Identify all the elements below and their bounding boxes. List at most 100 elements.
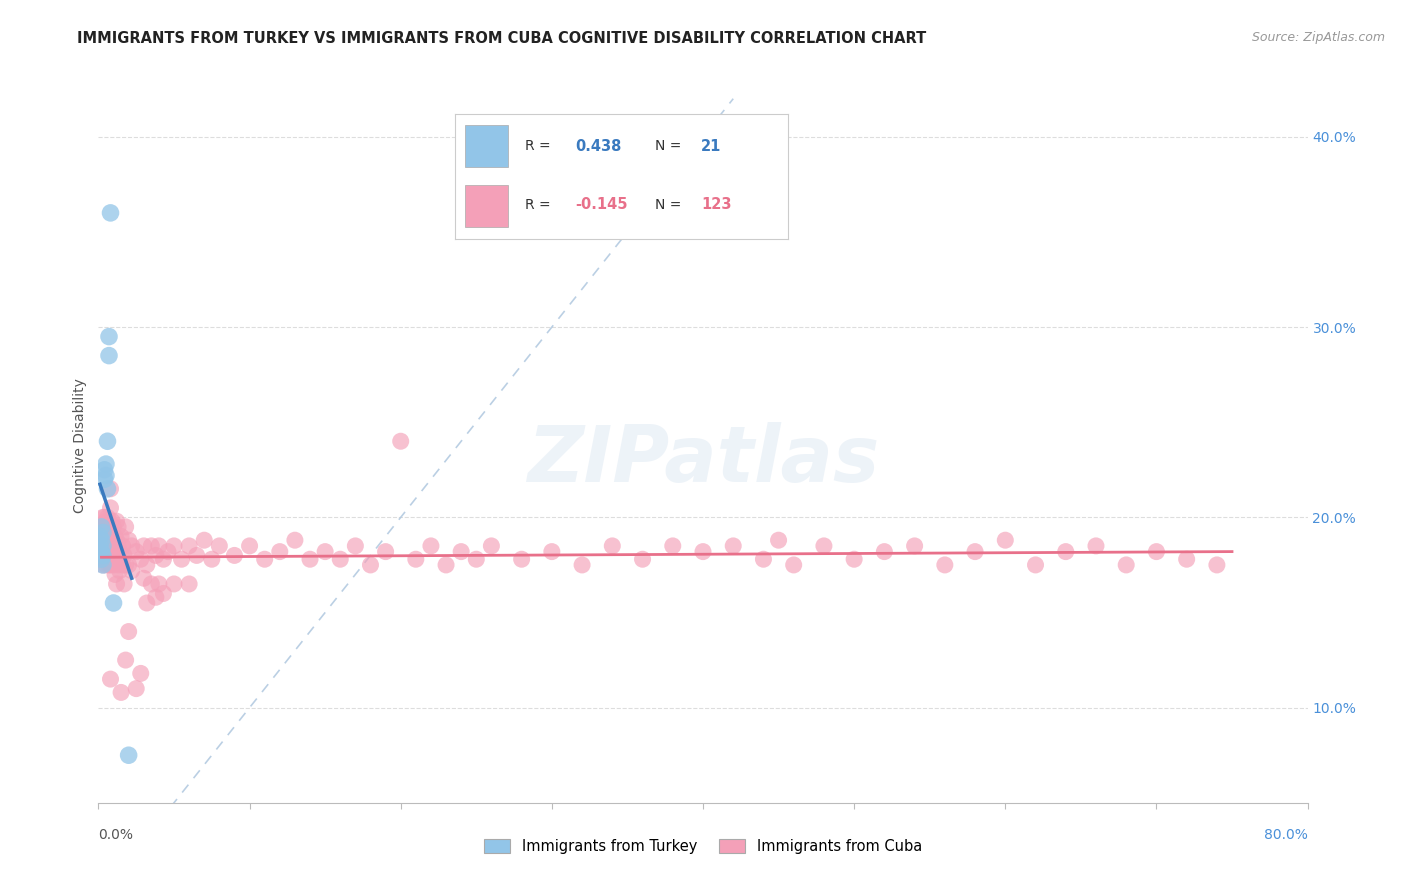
- Point: [148, 577, 170, 591]
- Point: [284, 533, 307, 548]
- Point: [107, 539, 129, 553]
- Point: [193, 533, 215, 548]
- Point: [170, 552, 193, 566]
- Point: [692, 544, 714, 558]
- Point: [96, 552, 118, 566]
- Point: [118, 748, 141, 763]
- Point: [269, 544, 291, 558]
- Point: [101, 525, 124, 540]
- Point: [94, 457, 117, 471]
- Point: [100, 539, 122, 553]
- Point: [112, 577, 135, 591]
- Text: IMMIGRANTS FROM TURKEY VS IMMIGRANTS FROM CUBA COGNITIVE DISABILITY CORRELATION : IMMIGRANTS FROM TURKEY VS IMMIGRANTS FRO…: [77, 31, 927, 46]
- Point: [110, 529, 132, 543]
- Point: [114, 558, 136, 572]
- Text: Source: ZipAtlas.com: Source: ZipAtlas.com: [1251, 31, 1385, 45]
- Point: [156, 544, 179, 558]
- Point: [108, 544, 131, 558]
- Point: [121, 564, 143, 578]
- Point: [96, 434, 118, 449]
- Point: [152, 586, 174, 600]
- Point: [96, 520, 118, 534]
- Point: [145, 549, 167, 563]
- Point: [111, 539, 134, 553]
- Point: [91, 525, 114, 540]
- Point: [465, 552, 488, 566]
- Point: [90, 533, 112, 548]
- Point: [540, 544, 562, 558]
- Point: [104, 567, 127, 582]
- Point: [768, 533, 790, 548]
- Point: [96, 510, 118, 524]
- Point: [450, 544, 472, 558]
- Point: [723, 539, 745, 553]
- Point: [389, 434, 412, 449]
- Point: [107, 520, 129, 534]
- Point: [91, 558, 114, 572]
- Point: [994, 533, 1017, 548]
- Point: [94, 544, 117, 558]
- Point: [93, 520, 115, 534]
- Point: [374, 544, 396, 558]
- Point: [90, 544, 112, 558]
- Point: [965, 544, 987, 558]
- Point: [752, 552, 775, 566]
- Point: [121, 539, 143, 553]
- Point: [100, 500, 122, 515]
- Point: [125, 544, 148, 558]
- Point: [132, 539, 155, 553]
- Point: [571, 558, 593, 572]
- Point: [89, 529, 111, 543]
- Point: [934, 558, 956, 572]
- Point: [94, 558, 117, 572]
- Point: [90, 552, 112, 566]
- Point: [141, 539, 163, 553]
- Point: [1054, 544, 1077, 558]
- Point: [661, 539, 683, 553]
- Point: [93, 539, 115, 553]
- Point: [93, 510, 115, 524]
- Point: [329, 552, 352, 566]
- Point: [314, 544, 336, 558]
- Point: [110, 549, 132, 563]
- Point: [179, 539, 201, 553]
- Point: [91, 525, 114, 540]
- Point: [91, 544, 114, 558]
- Point: [163, 539, 186, 553]
- Point: [299, 552, 322, 566]
- Point: [91, 558, 114, 572]
- Point: [873, 544, 896, 558]
- Point: [783, 558, 806, 572]
- Point: [510, 552, 533, 566]
- Point: [100, 206, 122, 220]
- Point: [420, 539, 443, 553]
- Point: [93, 472, 115, 486]
- Point: [239, 539, 262, 553]
- Point: [481, 539, 503, 553]
- Point: [98, 514, 121, 528]
- Point: [91, 510, 114, 524]
- Point: [91, 549, 114, 563]
- Point: [100, 672, 122, 686]
- Point: [405, 552, 427, 566]
- Point: [1085, 539, 1108, 553]
- Point: [101, 544, 124, 558]
- Point: [94, 468, 117, 483]
- Point: [152, 552, 174, 566]
- Point: [110, 685, 132, 699]
- Point: [224, 549, 246, 563]
- Point: [98, 349, 121, 363]
- Point: [105, 533, 128, 548]
- Point: [844, 552, 866, 566]
- Point: [145, 591, 167, 605]
- Point: [118, 558, 141, 572]
- Point: [103, 520, 125, 534]
- Point: [94, 514, 117, 528]
- Y-axis label: Cognitive Disability: Cognitive Disability: [73, 378, 87, 514]
- Point: [118, 624, 141, 639]
- Legend: Immigrants from Turkey, Immigrants from Cuba: Immigrants from Turkey, Immigrants from …: [478, 832, 928, 860]
- Point: [344, 539, 367, 553]
- Point: [208, 539, 231, 553]
- Point: [360, 558, 382, 572]
- Point: [104, 529, 127, 543]
